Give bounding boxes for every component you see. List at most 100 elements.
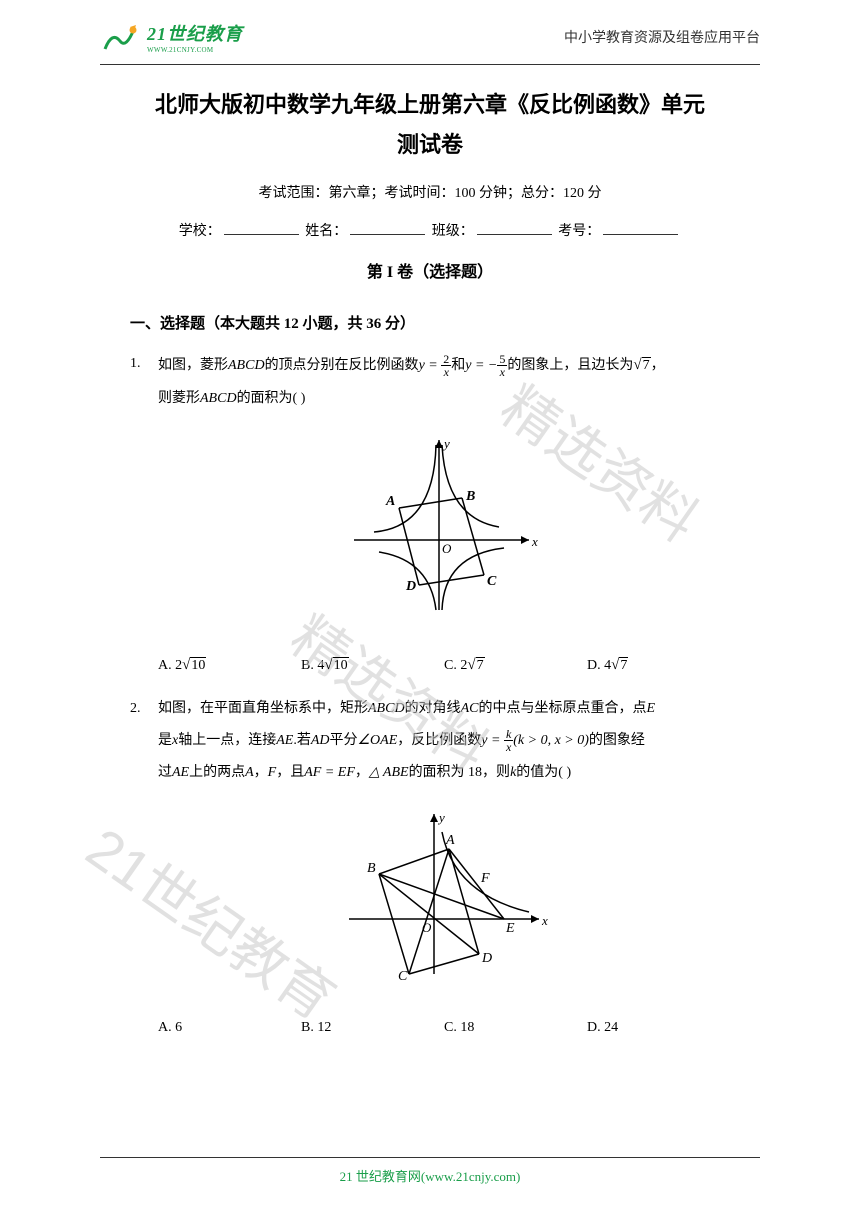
text: .若 [293,733,311,748]
text: ， [355,765,369,780]
figure-1: x y O A B C D [158,430,730,633]
text: ， [651,358,665,373]
option-b: B. 12 [301,1012,444,1044]
fraction: kx [504,728,513,753]
frac-den: x [504,741,513,753]
sqrt-val: 10 [333,657,349,673]
content: 北师大版初中数学九年级上册第六章《反比例函数》单元 测试卷 考试范围：第六章；考… [0,65,860,1045]
text: 的面积为 18，则 [409,765,511,780]
math: △ ABE [369,765,409,780]
text: 平分 [330,733,358,748]
text: 的图象经 [589,733,645,748]
svg-text:A: A [445,833,455,848]
text: 的值为( ) [516,765,571,780]
blank [477,234,552,235]
option-b: B. 4√10 [301,648,444,683]
sqrt: √7 [633,348,650,383]
option-c: C. 2√7 [444,648,587,683]
text: 如图，在平面直角坐标系中，矩形 [158,701,368,716]
sqrt-val: 7 [642,357,651,373]
math: F [268,765,277,780]
svg-text:E: E [505,921,515,936]
sqrt: √10 [182,648,206,683]
opt-text: C. 2 [444,658,467,673]
text: 过 [158,765,172,780]
school-label: 学校： [179,224,221,239]
blank [603,234,678,235]
logo: 21世纪教育 WWW.21CNJY.COM [100,20,243,54]
question-1: 1. 如图，菱形ABCD的顶点分别在反比例函数y = 2x和y = −5x的图象… [130,348,730,682]
text: 的中点与坐标原点重合，点 [478,701,646,716]
frac-den: x [497,366,507,378]
math: y = [419,358,442,373]
text: ，反比例函数 [397,733,481,748]
svg-text:y: y [442,436,450,451]
title-line2: 测试卷 [130,125,730,165]
footer-text: 21 世纪教育网(www.21cnjy.com) [340,1169,521,1184]
text: 上的两点 [189,765,245,780]
math: AD [311,733,330,748]
option-a: A. 2√10 [158,648,301,683]
option-d: D. 4√7 [587,648,730,683]
fraction: 5x [497,353,507,378]
text: 则菱形 [158,391,200,406]
sqrt: √7 [611,648,628,683]
logo-text: 21世纪教育 WWW.21CNJY.COM [147,20,243,54]
logo-main-text: 21世纪教育 [147,20,243,46]
math: AE [276,733,293,748]
question-2: 2. 如图，在平面直角坐标系中，矩形ABCD的对角线AC的中点与坐标原点重合，点… [130,693,730,1045]
option-d: D. 24 [587,1012,730,1044]
section-label: 第 I 卷（选择题） [130,258,730,282]
page-footer: 21 世纪教育网(www.21cnjy.com) [100,1157,760,1186]
opt-text: D. 4 [587,658,611,673]
math: ∠OAE [358,733,398,748]
math: (k > 0, x > 0) [513,733,589,748]
fraction: 2x [441,353,451,378]
examno-label: 考号： [558,224,600,239]
text: 的面积为( ) [237,391,306,406]
logo-sub-text: WWW.21CNJY.COM [147,46,243,54]
svg-text:B: B [367,861,376,876]
text: 轴上一点，连接 [178,733,276,748]
svg-text:F: F [480,871,490,886]
math: ABCD [200,391,237,406]
q-body: 如图，在平面直角坐标系中，矩形ABCD的对角线AC的中点与坐标原点重合，点E 是… [158,693,730,1045]
text: ，且 [276,765,304,780]
svg-text:B: B [465,489,475,504]
options: A. 6 B. 12 C. 18 D. 24 [158,1012,730,1044]
info-line: 学校： 姓名： 班级： 考号： [130,220,730,240]
q-num: 2. [130,693,158,1045]
math: y = − [465,358,497,373]
math: AF = EF [304,765,355,780]
class-label: 班级： [432,224,474,239]
title-line1: 北师大版初中数学九年级上册第六章《反比例函数》单元 [130,85,730,125]
options: A. 2√10 B. 4√10 C. 2√7 D. 4√7 [158,648,730,683]
math: ABCD [368,701,405,716]
math: E [646,701,655,716]
logo-icon [100,21,142,53]
svg-text:y: y [437,810,445,825]
text: 的顶点分别在反比例函数 [265,358,419,373]
math: AC [461,701,479,716]
svg-text:C: C [398,969,408,984]
sqrt: √10 [324,648,348,683]
svg-text:x: x [541,913,548,928]
math: AE [172,765,189,780]
sqrt-val: 10 [190,657,206,673]
text: 如图，菱形 [158,358,228,373]
math: y = [481,733,504,748]
sqrt: √7 [467,648,484,683]
text: 的图象上，且边长为 [507,358,633,373]
q-body: 如图，菱形ABCD的顶点分别在反比例函数y = 2x和y = −5x的图象上，且… [158,348,730,682]
svg-text:O: O [442,541,452,556]
svg-text:D: D [405,579,416,594]
sqrt-val: 7 [619,657,628,673]
section-header: 一、选择题（本大题共 12 小题，共 36 分） [130,312,730,333]
math: A [245,765,254,780]
sqrt-val: 7 [476,657,485,673]
frac-den: x [441,366,451,378]
svg-text:A: A [385,494,395,509]
opt-text: A. 2 [158,658,182,673]
blank [224,234,299,235]
math: ABCD [228,358,265,373]
